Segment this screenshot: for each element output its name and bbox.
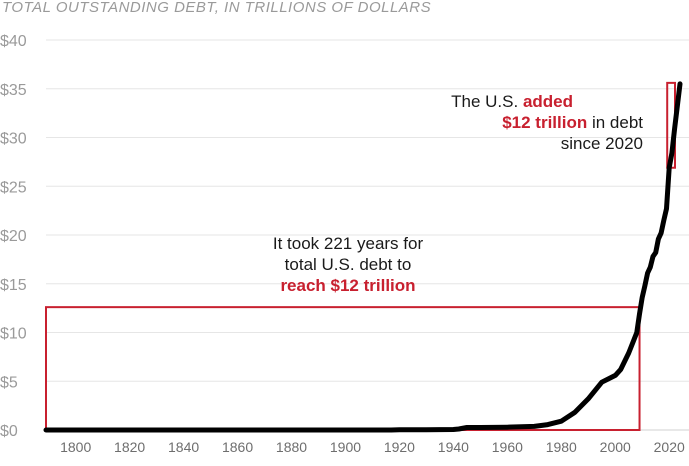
- x-tick-label: 1860: [222, 439, 253, 455]
- annotation-history-line2: total U.S. debt to: [285, 255, 412, 274]
- chart-subtitle: TOTAL OUTSTANDING DEBT, IN TRILLIONS OF …: [2, 0, 431, 16]
- grid-layer: [46, 39, 689, 431]
- annotation-recent-line2: $12 trillion in debt: [502, 113, 643, 132]
- y-tick-label: $25: [0, 179, 27, 196]
- y-tick-label: $35: [0, 82, 27, 99]
- annotation-history-line3: reach $12 trillion: [280, 276, 415, 295]
- x-tick-label: 1800: [60, 439, 91, 455]
- x-tick-label: 2000: [600, 439, 631, 455]
- y-tick-label: $30: [0, 131, 27, 148]
- x-tick-label: 1880: [276, 439, 307, 455]
- annotation-recent-line3: since 2020: [561, 134, 643, 153]
- x-tick-label: 1920: [384, 439, 415, 455]
- y-tick-label: $10: [0, 326, 27, 343]
- x-tick-label: 1940: [438, 439, 469, 455]
- x-tick-label: 1840: [168, 439, 199, 455]
- annotation-recent-line1: The U.S. added: [451, 92, 573, 111]
- y-tick-label: $15: [0, 277, 27, 294]
- annotation-history-line1: It took 221 years for: [273, 234, 424, 253]
- x-tick-label: 1820: [114, 439, 145, 455]
- y-tick-label: $20: [0, 228, 27, 245]
- x-tick-label: 1900: [330, 439, 361, 455]
- x-axis-ticks: 1800 1820 1840 1860 1880 1900 1920 1940 1960 1980…: [60, 439, 685, 455]
- line-layer: [43, 81, 683, 433]
- y-tick-label: $40: [0, 33, 27, 50]
- x-tick-label: 1960: [492, 439, 523, 455]
- y-axis-ticks: $0 $5 $10 $15 $20 $25 $30 $35 $40: [0, 33, 27, 440]
- y-tick-label: $5: [0, 374, 18, 391]
- x-tick-label: 2020: [654, 439, 685, 455]
- debt-series-line: [43, 81, 683, 433]
- x-tick-label: 1980: [546, 439, 577, 455]
- y-tick-label: $0: [0, 423, 18, 440]
- history-highlight-box: [45, 306, 641, 431]
